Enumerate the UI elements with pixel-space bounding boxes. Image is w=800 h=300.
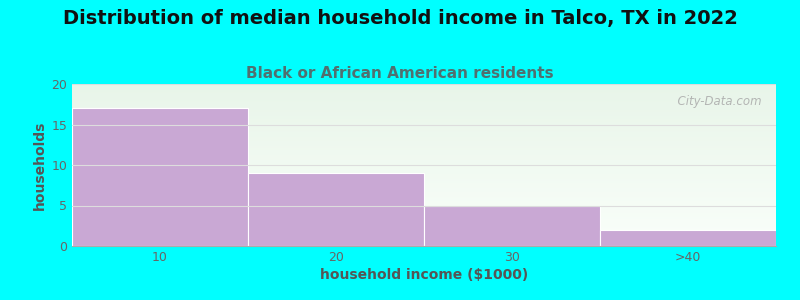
Bar xyxy=(72,108,248,246)
Text: City-Data.com: City-Data.com xyxy=(670,95,762,108)
Bar xyxy=(424,206,600,246)
Bar xyxy=(600,230,776,246)
Bar xyxy=(248,173,424,246)
Y-axis label: households: households xyxy=(33,120,47,210)
Bar xyxy=(72,108,248,246)
Bar xyxy=(424,206,600,246)
Text: Black or African American residents: Black or African American residents xyxy=(246,66,554,81)
X-axis label: household income ($1000): household income ($1000) xyxy=(320,268,528,282)
Bar xyxy=(248,173,424,246)
Text: Distribution of median household income in Talco, TX in 2022: Distribution of median household income … xyxy=(62,9,738,28)
Bar xyxy=(600,230,776,246)
